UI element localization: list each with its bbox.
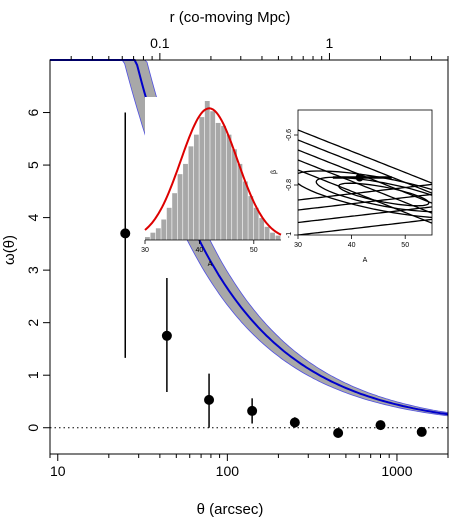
data-point [204, 394, 215, 405]
data-point [289, 417, 300, 428]
histogram-bar [166, 207, 172, 240]
contour-best-fit [332, 173, 392, 182]
data-point [161, 330, 172, 341]
histogram-bar [204, 101, 210, 240]
data-point [120, 228, 131, 239]
histogram-x-tick-label: 40 [196, 247, 204, 254]
histogram-x-tick-label: 50 [250, 247, 258, 254]
histogram-x-ticks: 30 40 50 [141, 240, 258, 254]
histogram-bar [275, 235, 281, 240]
x-axis-title: θ (arcsec) [197, 501, 264, 518]
histogram-bar [253, 207, 259, 240]
contour-x-tick-label: 40 [348, 242, 356, 249]
y-tick-label: 6 [25, 108, 41, 116]
histogram-bar [193, 134, 199, 240]
histogram-bar [242, 181, 248, 240]
histogram-bar [248, 196, 254, 240]
x-tick-label: 100 [216, 463, 240, 479]
contour-y-title: β [271, 170, 278, 174]
y-axis-ticks: 0 1 2 3 4 5 6 [25, 108, 50, 432]
top-tick-label: 1 [326, 35, 334, 51]
histogram-x-tick-label: 30 [141, 247, 149, 254]
contour-line [298, 159, 432, 214]
histogram-bar [199, 117, 205, 240]
data-point [416, 426, 427, 437]
contour-line [298, 170, 432, 219]
contour-line [315, 176, 432, 213]
y-tick-label: 1 [25, 371, 41, 379]
histogram-fit-curve [144, 107, 282, 236]
y-tick-label: 0 [25, 424, 41, 432]
contour-y-tick-label: -1 [286, 232, 293, 238]
histogram-bar [155, 228, 161, 240]
y-tick-label: 2 [25, 319, 41, 327]
contour-line [298, 218, 432, 235]
y-axis-title: ω(θ) [1, 235, 18, 265]
histogram-bar [210, 111, 216, 241]
histogram-bar [237, 163, 243, 240]
y-tick-label: 5 [25, 161, 41, 169]
x-tick-label: 1000 [381, 463, 412, 479]
histogram-bar [145, 237, 150, 240]
histogram-bar [259, 218, 265, 240]
top-tick-label: 0.1 [150, 35, 170, 51]
x-tick-label: 10 [50, 463, 66, 479]
histogram-bar [215, 122, 221, 240]
contour-line [298, 183, 432, 201]
contour-y-ticks: -1 -0.8 -0.6 [286, 129, 298, 238]
data-points [120, 112, 427, 438]
histogram-bar [172, 193, 178, 240]
contour-x-ticks: 30 40 50 [294, 235, 409, 249]
data-point [247, 405, 258, 416]
contour-x-title: A [363, 257, 368, 264]
histogram-bar [232, 149, 237, 240]
histogram-bar [150, 232, 156, 240]
top-axis-ticks: 0.1 1 [70, 35, 449, 60]
contour-x-tick-label: 50 [401, 242, 409, 249]
histogram-bar [177, 174, 183, 240]
x-axis-ticks: 10 100 1000 [49, 454, 449, 479]
plot-frame [49, 59, 449, 455]
data-point [375, 420, 386, 431]
histogram-x-title: A [208, 261, 213, 268]
histogram-bar [188, 146, 194, 240]
y-tick-label: 4 [25, 213, 41, 221]
contour-line [337, 182, 430, 207]
histogram-bar [221, 125, 226, 240]
contour-lines [298, 129, 432, 235]
contour-y-tick-label: -0.8 [286, 179, 293, 191]
contour-x-tick-label: 30 [294, 242, 302, 249]
histogram-bar [264, 226, 270, 240]
contour-inset: 30 40 50 -1 -0.8 -0.6 A β [271, 109, 433, 264]
histogram-bar [161, 219, 167, 240]
contour-line [298, 129, 432, 184]
contour-best-fit-point [355, 173, 364, 182]
contour-line [298, 139, 432, 194]
histogram-bar [226, 134, 232, 240]
data-point [333, 427, 344, 438]
histogram-inset: 30 40 50 A [141, 97, 282, 268]
y-tick-label: 3 [25, 266, 41, 274]
top-axis-title: r (co-moving Mpc) [170, 9, 291, 26]
histogram-bars [145, 101, 281, 241]
histogram-bar [183, 163, 188, 240]
contour-y-tick-label: -0.6 [286, 129, 293, 141]
histogram-bar [270, 232, 275, 240]
